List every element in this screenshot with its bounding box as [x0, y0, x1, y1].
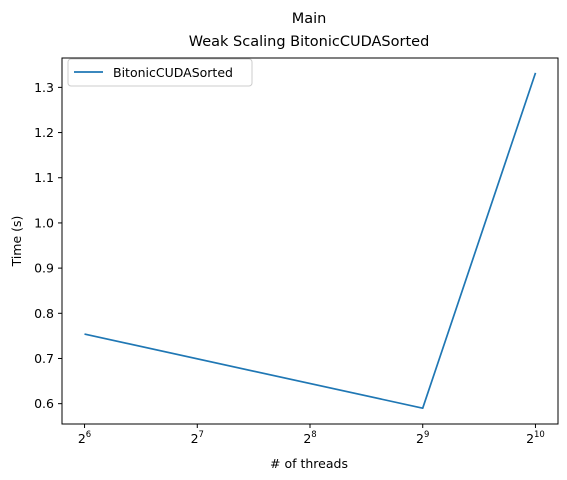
y-axis-label: Time (s) — [9, 216, 24, 268]
y-tick-label: 0.7 — [34, 351, 54, 366]
legend: BitonicCUDASorted — [67, 58, 253, 87]
axes-frame — [61, 57, 559, 425]
x-tick-label: 26 — [78, 430, 91, 446]
legend-label: BitonicCUDASorted — [113, 65, 233, 80]
y-tick-label: 1.1 — [34, 170, 54, 185]
y-axis: 0.6 0.7 0.8 0.9 1.0 1.1 1.2 1.3 — [34, 80, 62, 411]
y-tick-label: 0.6 — [34, 396, 54, 411]
x-tick-label: 28 — [303, 430, 316, 446]
x-axis-label: # of threads — [270, 456, 348, 471]
legend-box — [67, 58, 253, 87]
x-tick-label: 210 — [526, 430, 545, 446]
series-layer — [84, 72, 537, 410]
plot-area — [61, 57, 559, 425]
y-tick-label: 1.2 — [34, 125, 54, 140]
x-tick-label: 27 — [191, 430, 204, 446]
y-tick-label: 0.9 — [34, 261, 54, 276]
y-tick-label: 0.8 — [34, 306, 54, 321]
x-tick-label: 29 — [416, 430, 429, 446]
chart-subtitle: Weak Scaling BitonicCUDASorted — [189, 34, 430, 50]
x-axis: 26 27 28 29 210 — [78, 424, 545, 446]
chart-title: Main — [292, 11, 327, 27]
y-tick-label: 1.3 — [34, 80, 54, 95]
y-tick-label: 1.0 — [34, 215, 54, 230]
series-line — [84, 72, 537, 410]
